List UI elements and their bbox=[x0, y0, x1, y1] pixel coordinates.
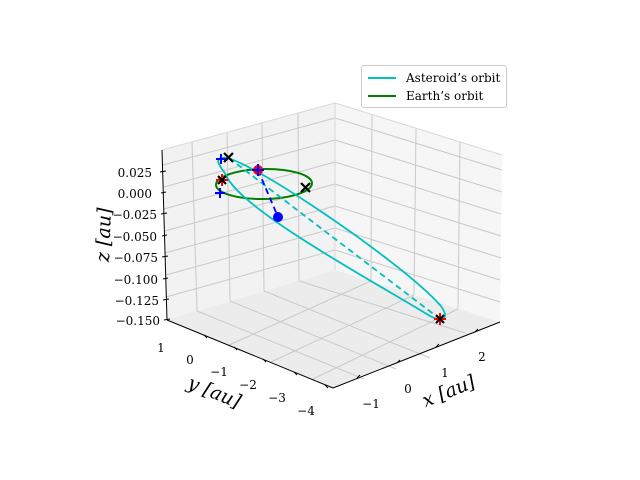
x-axis-label: x [au] bbox=[419, 371, 479, 412]
z-ticks bbox=[159, 170, 171, 321]
svg-text:−0.100: −0.100 bbox=[114, 273, 158, 287]
marker-blue-plus-left bbox=[215, 188, 225, 198]
svg-text:−0.075: −0.075 bbox=[114, 251, 158, 265]
marker-black-x-right bbox=[300, 182, 311, 193]
y-ticks bbox=[203, 334, 329, 389]
svg-text:0: 0 bbox=[186, 353, 194, 367]
marker-aphelion bbox=[434, 313, 446, 325]
left-pane bbox=[162, 103, 335, 320]
legend-swatch-earth bbox=[368, 95, 396, 97]
pane-edges bbox=[161, 102, 503, 270]
x-ticks bbox=[356, 328, 479, 379]
svg-text:−0.125: −0.125 bbox=[115, 294, 159, 308]
svg-text:−0.050: −0.050 bbox=[113, 230, 157, 244]
right-pane-grid bbox=[334, 114, 503, 310]
z-axis-label: z [au] bbox=[92, 207, 116, 264]
svg-text:0.025: 0.025 bbox=[118, 166, 152, 180]
legend-swatch-asteroid bbox=[368, 77, 396, 79]
svg-text:2: 2 bbox=[478, 350, 486, 364]
svg-text:1: 1 bbox=[157, 341, 165, 355]
legend-label-asteroid: Asteroid’s orbit bbox=[406, 71, 501, 85]
asteroid-orbit bbox=[217, 156, 446, 321]
marker-black-x-top bbox=[223, 152, 234, 163]
x-axis-line bbox=[332, 321, 501, 389]
earth-asteroid-line bbox=[257, 169, 279, 218]
svg-text:1: 1 bbox=[441, 366, 449, 380]
svg-text:−0.025: −0.025 bbox=[113, 208, 157, 222]
legend: Asteroid’s orbit Earth’s orbit bbox=[361, 65, 507, 108]
legend-label-earth: Earth’s orbit bbox=[406, 89, 484, 103]
y-tick-labels: 1 0 −1 −2 −3 −4 bbox=[157, 341, 315, 418]
marker-blue-plus-top bbox=[216, 154, 226, 164]
svg-text:0.000: 0.000 bbox=[118, 187, 152, 201]
svg-text:−0.150: −0.150 bbox=[116, 314, 160, 328]
svg-text:−1: −1 bbox=[362, 397, 380, 411]
x-tick-labels: −1 0 1 2 bbox=[362, 350, 486, 411]
z-tick-labels: 0.025 0.000 −0.025 −0.050 −0.075 −0.100 … bbox=[113, 166, 160, 328]
y-axis-line bbox=[166, 319, 334, 389]
legend-item-earth: Earth’s orbit bbox=[368, 87, 483, 105]
svg-text:0: 0 bbox=[404, 382, 412, 396]
asteroid-major-axis bbox=[228, 157, 441, 320]
marker-asteroid-position bbox=[273, 212, 283, 222]
floor-grid bbox=[196, 280, 466, 380]
svg-text:−3: −3 bbox=[268, 391, 286, 405]
left-pane-grid bbox=[162, 112, 336, 312]
marker-red-x-left bbox=[216, 174, 228, 186]
svg-text:−4: −4 bbox=[297, 404, 315, 418]
floor-pane bbox=[167, 270, 500, 388]
svg-text:−1: −1 bbox=[210, 365, 228, 379]
svg-text:−2: −2 bbox=[239, 378, 257, 392]
marker-earth-position bbox=[252, 164, 264, 176]
legend-item-asteroid: Asteroid’s orbit bbox=[368, 69, 500, 87]
